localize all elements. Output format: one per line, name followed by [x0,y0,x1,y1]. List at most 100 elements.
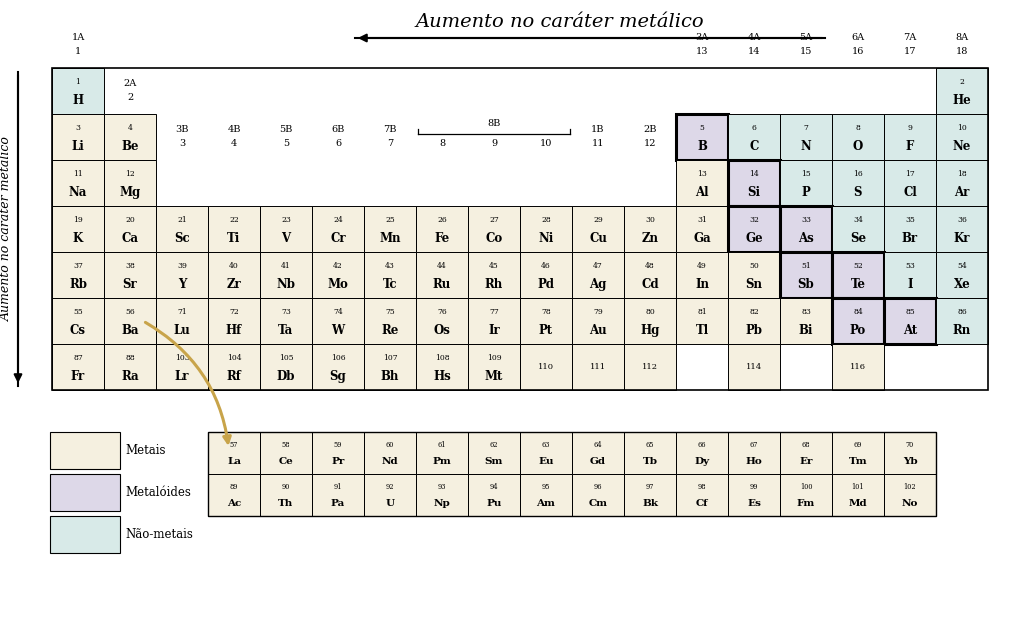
Bar [104,206,156,252]
Bar [520,298,572,344]
Text: 111: 111 [590,363,606,371]
Bar [104,114,156,160]
Text: 2: 2 [959,78,965,86]
Bar [831,114,884,160]
Bar [884,298,936,344]
Text: 59: 59 [334,441,342,448]
Text: 116: 116 [850,363,866,371]
Bar [884,344,936,390]
Text: Rh: Rh [485,278,503,291]
Bar [831,252,884,298]
Text: C: C [750,139,759,153]
Bar [624,206,676,252]
Text: 5: 5 [283,139,289,148]
Bar [728,114,780,160]
Text: 54: 54 [957,262,967,270]
Text: 26: 26 [437,216,446,224]
Bar [50,432,120,469]
Bar [520,432,572,474]
Bar [104,298,156,344]
Text: N: N [801,139,811,153]
Text: 85: 85 [905,308,914,316]
Text: 21: 21 [177,216,186,224]
Bar [52,114,104,160]
Text: Cu: Cu [589,232,607,245]
Bar [728,474,780,516]
Text: 100: 100 [800,482,812,490]
Text: 58: 58 [282,441,290,448]
Text: 20: 20 [125,216,135,224]
Text: Pu: Pu [486,499,502,508]
Bar [728,252,780,298]
Text: Ne: Ne [952,139,971,153]
Text: 8A: 8A [955,33,969,43]
Text: 101: 101 [852,482,864,490]
Text: 97: 97 [646,482,654,490]
Text: Ta: Ta [279,323,294,337]
Text: Po: Po [850,323,866,337]
Text: Aumento no caráter metálico: Aumento no caráter metálico [0,136,12,322]
Bar [208,474,260,516]
Bar [312,344,364,390]
Text: Am: Am [537,499,555,508]
Text: 78: 78 [541,308,551,316]
Bar [208,252,260,298]
Text: Te: Te [851,278,865,291]
Text: 57: 57 [229,441,239,448]
Text: F: F [906,139,914,153]
Bar [312,432,364,474]
Text: Mg: Mg [120,186,140,198]
Text: No: No [902,499,919,508]
Text: Os: Os [433,323,451,337]
Text: 6A: 6A [851,33,864,43]
Bar [884,114,936,160]
Bar [208,298,260,344]
Text: 11: 11 [592,139,604,148]
Bar [780,114,831,160]
Bar [780,206,831,252]
Text: Tb: Tb [642,457,657,466]
Text: 8: 8 [856,124,860,132]
Text: 4: 4 [128,124,132,132]
Text: Au: Au [589,323,607,337]
Bar [52,344,104,390]
Bar [676,160,728,206]
Text: Não-metais: Não-metais [125,528,194,541]
Bar [572,344,624,390]
Bar [208,432,936,516]
Bar [52,68,104,114]
Text: 93: 93 [437,482,446,490]
Text: Pb: Pb [745,323,763,337]
Text: Zn: Zn [641,232,658,245]
Text: 84: 84 [853,308,863,316]
Text: 13: 13 [695,48,709,57]
Bar [260,252,312,298]
Bar [831,474,884,516]
Text: 45: 45 [489,262,499,270]
Bar [624,432,676,474]
Bar [312,252,364,298]
Bar [104,160,156,206]
Text: 13: 13 [697,170,707,178]
Text: 110: 110 [538,363,554,371]
Bar [260,344,312,390]
Text: 4: 4 [230,139,238,148]
Text: Ce: Ce [279,457,293,466]
Text: Sr: Sr [123,278,137,291]
Text: Kr: Kr [953,232,971,245]
Text: Cm: Cm [589,499,607,508]
Text: 52: 52 [853,262,863,270]
Text: 1B: 1B [591,126,605,134]
Text: Db: Db [276,370,295,382]
Text: 16: 16 [853,170,863,178]
Text: Zr: Zr [226,278,242,291]
Text: Dy: Dy [694,457,710,466]
Text: La: La [227,457,241,466]
Text: 42: 42 [333,262,343,270]
Text: Sg: Sg [330,370,346,382]
Bar [364,298,416,344]
Text: 1: 1 [76,78,81,86]
Text: 83: 83 [801,308,811,316]
Text: 71: 71 [177,308,186,316]
Text: Ga: Ga [693,232,711,245]
